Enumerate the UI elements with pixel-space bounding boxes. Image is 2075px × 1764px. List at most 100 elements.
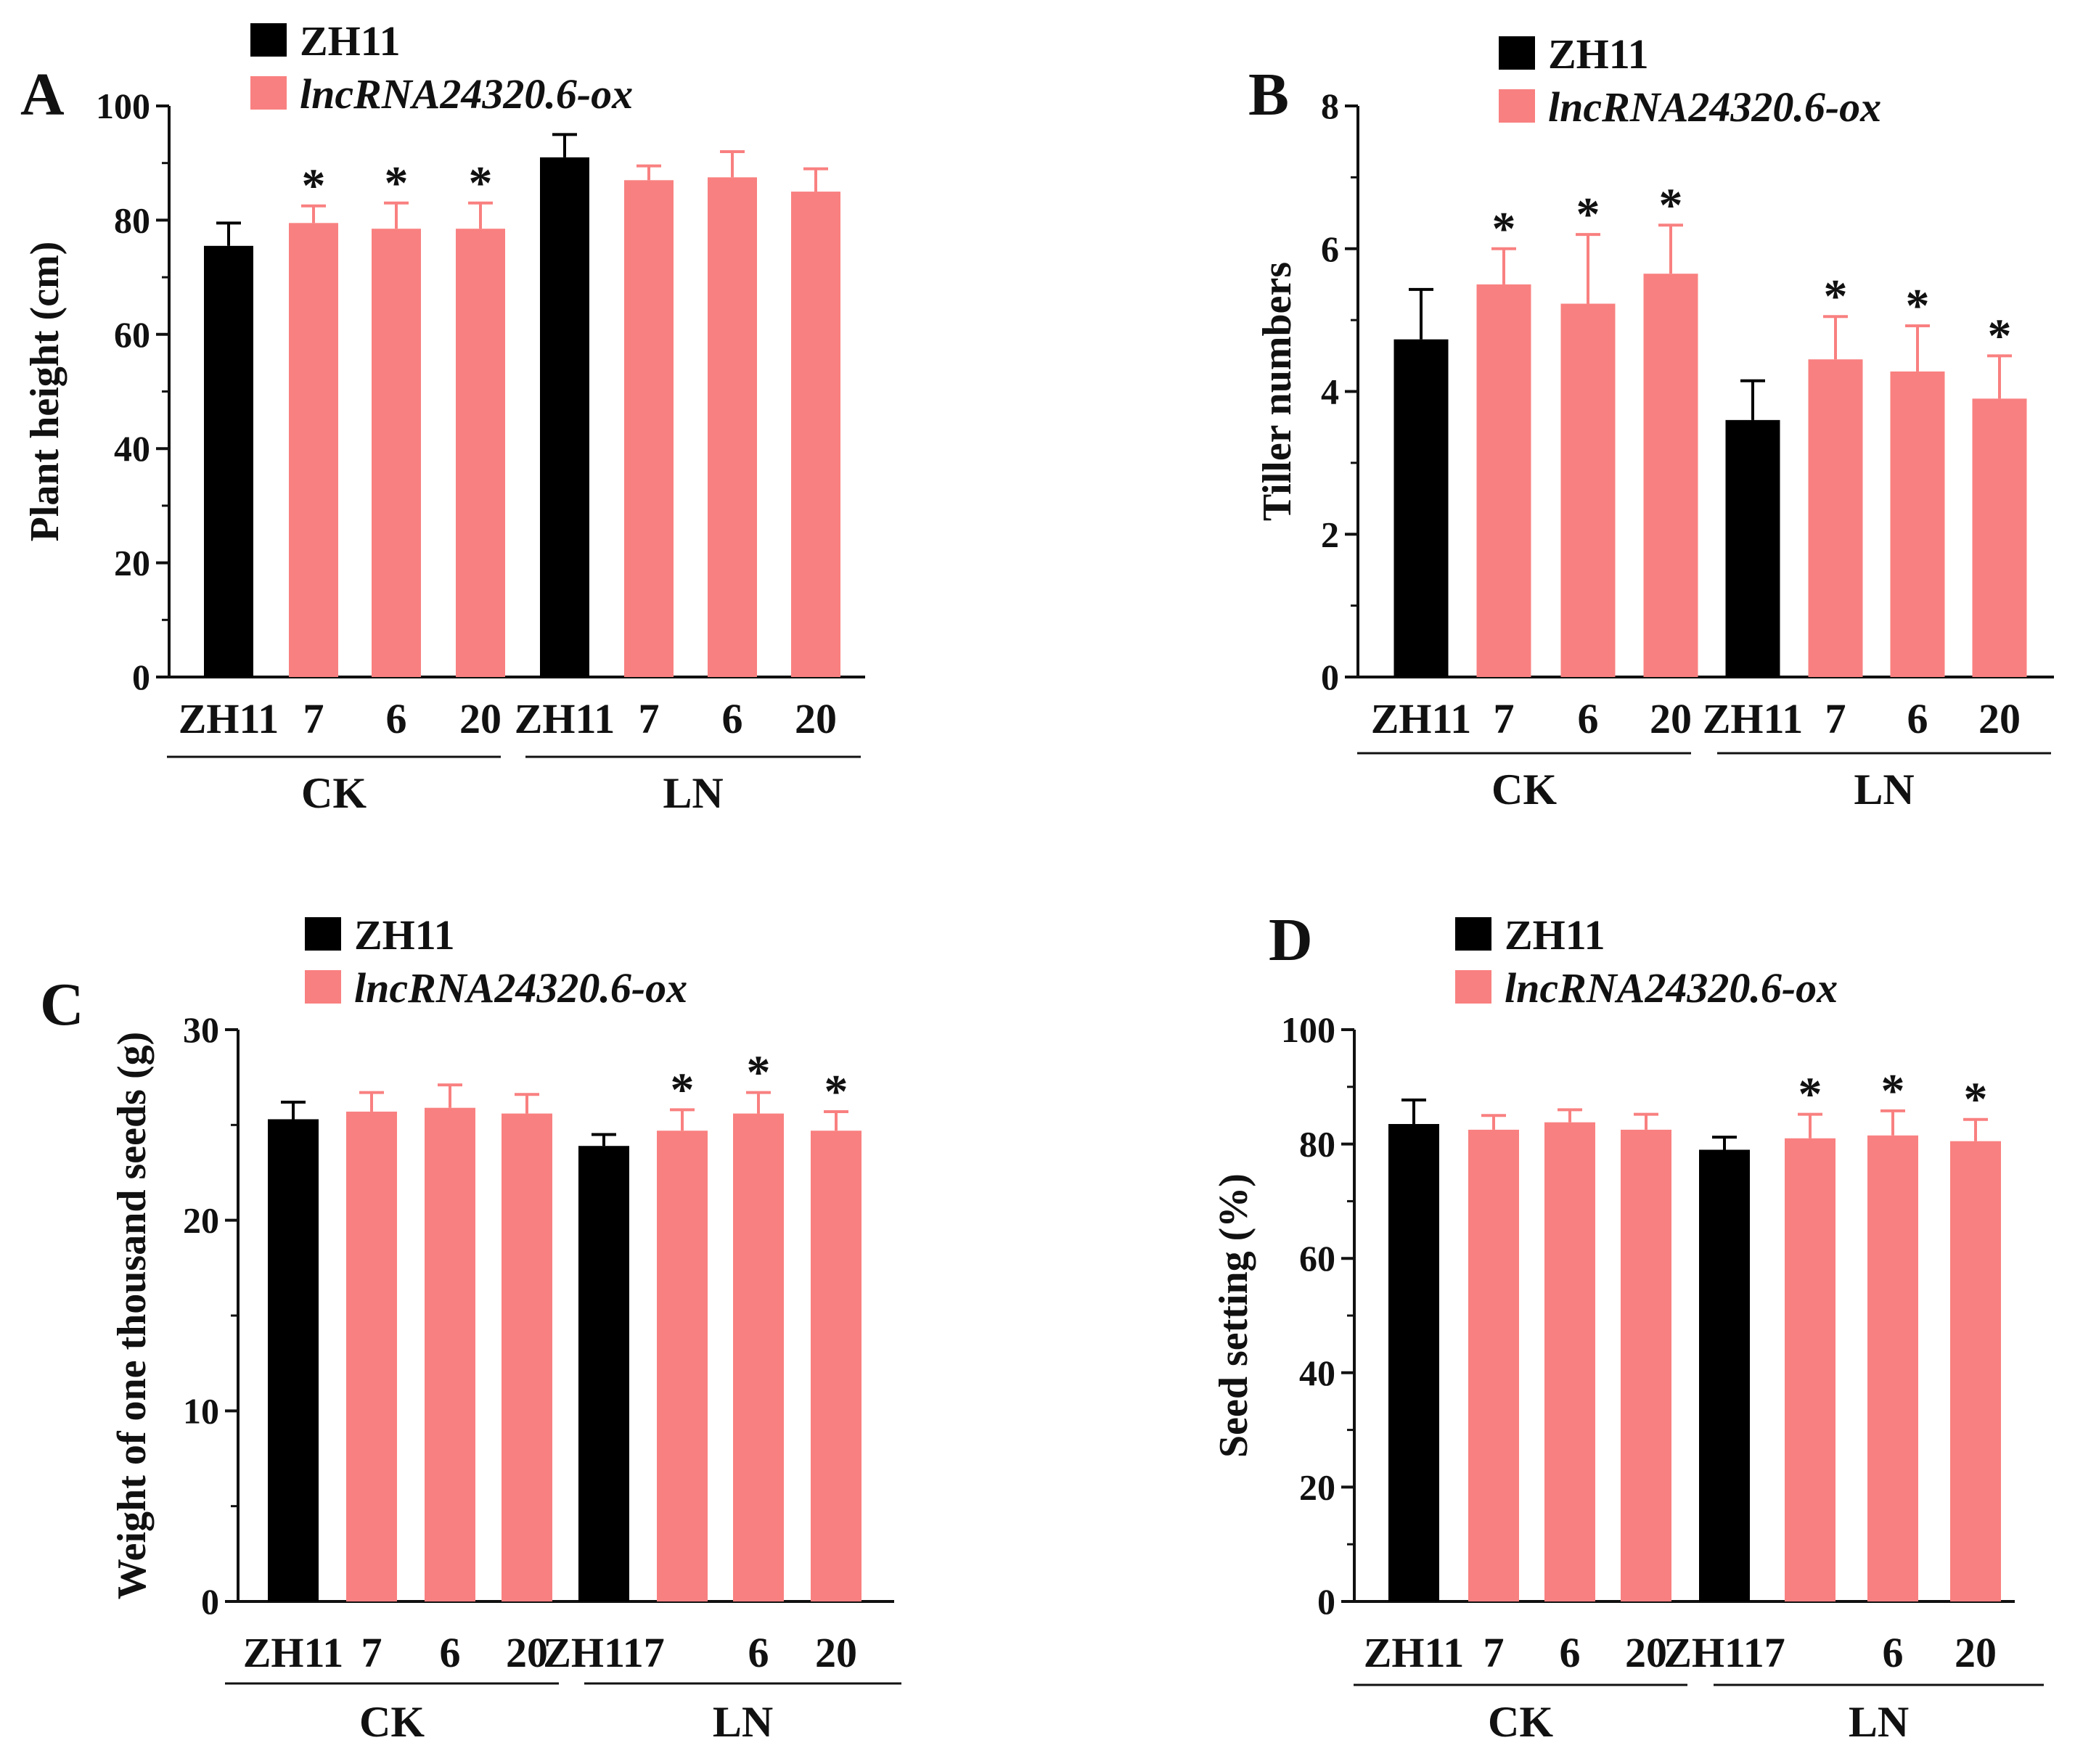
- bar: [1699, 1149, 1750, 1601]
- x-category-label: 6: [440, 1629, 461, 1676]
- y-axis-label: Weight of one thousand seeds (g): [110, 1032, 155, 1600]
- x-category-label: 6: [1907, 695, 1928, 742]
- x-category-label: 20: [1650, 695, 1692, 742]
- x-category-label: 20: [506, 1629, 548, 1676]
- x-category-label: 7: [639, 695, 660, 742]
- x-category-label: 6: [748, 1629, 769, 1676]
- y-axis-label: Plant height (cm): [22, 242, 67, 542]
- bar: [1393, 339, 1449, 677]
- y-tick-label: 2: [1321, 514, 1339, 554]
- group-label-ln: LN: [663, 769, 723, 817]
- x-category-label: 7: [361, 1629, 382, 1676]
- bar: [268, 1119, 319, 1601]
- y-tick-label: 100: [1281, 1009, 1335, 1050]
- bar: [791, 192, 840, 677]
- x-category-label: ZH11: [1364, 1629, 1465, 1676]
- significance-star: *: [1988, 309, 2012, 362]
- y-axis-label: Seed setting (%): [1211, 1173, 1256, 1458]
- bar: [1808, 359, 1863, 677]
- legend-label-zh11: ZH11: [1548, 30, 1649, 78]
- x-category-label: ZH11: [515, 695, 615, 742]
- bar: [657, 1131, 708, 1601]
- legend-label-ox: lncRNA24320.6-ox: [1505, 964, 1838, 1012]
- legend-swatch-ox: [250, 76, 287, 110]
- legend: ZH11 lncRNA24320.6-ox: [1455, 911, 1838, 1012]
- x-category-label: 7: [1825, 695, 1846, 742]
- x-category-label: ZH117: [1663, 1629, 1785, 1676]
- x-category-label: 20: [1955, 1629, 1997, 1676]
- y-tick-label: 20: [114, 543, 150, 583]
- y-tick-label: 0: [1317, 1581, 1335, 1622]
- legend: ZH11 lncRNA24320.6-ox: [305, 911, 687, 1012]
- x-category-label: ZH11: [1703, 695, 1804, 742]
- bar: [346, 1111, 397, 1601]
- x-category-label: 20: [459, 695, 502, 742]
- bar: [1544, 1122, 1595, 1601]
- bar: [372, 229, 421, 678]
- chart-panel-c: C ZH11 lncRNA24320.6-ox 0 10 20 30 Weight of on…: [40, 911, 901, 1746]
- significance-star: *: [302, 160, 326, 213]
- significance-star: *: [824, 1065, 848, 1118]
- y-tick-label: 40: [1299, 1353, 1335, 1393]
- significance-star: *: [469, 157, 493, 210]
- legend-label-zh11: ZH11: [354, 911, 455, 959]
- legend-label-zh11: ZH11: [1505, 911, 1605, 959]
- x-category-label: 7: [1483, 1629, 1505, 1676]
- legend-swatch-zh11: [250, 23, 287, 57]
- x-category-label: 7: [303, 695, 324, 742]
- y-tick-label: 20: [183, 1200, 219, 1241]
- bar: [540, 157, 589, 677]
- y-tick-label: 20: [1299, 1466, 1335, 1507]
- x-category-label: 6: [1560, 1629, 1581, 1676]
- group-label-ln: LN: [1854, 766, 1914, 813]
- y-tick-label: 30: [183, 1009, 219, 1050]
- y-tick-label: 80: [114, 200, 150, 240]
- group-label-ck: CK: [301, 769, 367, 817]
- x-category-label: 20: [795, 695, 837, 742]
- panel-letter: D: [1269, 906, 1313, 974]
- legend-label-ox: lncRNA24320.6-ox: [354, 964, 687, 1012]
- significance-star: *: [1906, 279, 1930, 332]
- significance-star: *: [1659, 179, 1683, 231]
- x-category-label: 20: [1978, 695, 2021, 742]
- significance-star: *: [1492, 202, 1516, 255]
- bar: [733, 1113, 784, 1601]
- y-tick-label: 10: [183, 1390, 219, 1431]
- y-tick-label: 8: [1321, 86, 1339, 126]
- significance-star: *: [1881, 1064, 1905, 1117]
- chart-panel-b: B ZH11 lncRNA24320.6-ox 0 2 4 6 8 Tiller numbers…: [1248, 30, 2054, 813]
- legend: ZH11 lncRNA24320.6-ox: [250, 17, 633, 118]
- group-label-ck: CK: [359, 1698, 425, 1746]
- y-axis-label: Tiller numbers: [1255, 262, 1300, 521]
- x-category-label: 6: [1578, 695, 1599, 742]
- legend: ZH11 lncRNA24320.6-ox: [1499, 30, 1881, 131]
- x-category-label: 6: [1883, 1629, 1904, 1676]
- y-tick-label: 4: [1321, 372, 1339, 412]
- bar: [1725, 419, 1780, 677]
- group-label-ln: LN: [713, 1698, 773, 1746]
- bar: [1972, 398, 2027, 677]
- bar: [1890, 371, 1945, 677]
- legend-swatch-zh11: [1499, 36, 1535, 70]
- group-label-ln: LN: [1849, 1698, 1909, 1746]
- bar: [456, 229, 505, 678]
- y-tick-label: 6: [1321, 229, 1339, 269]
- panel-letter: A: [20, 61, 65, 128]
- legend-swatch-ox: [1455, 970, 1491, 1004]
- legend-swatch-zh11: [305, 917, 341, 951]
- y-tick-label: 60: [114, 314, 150, 355]
- legend-swatch-ox: [305, 970, 341, 1004]
- significance-star: *: [671, 1063, 695, 1116]
- bar: [1643, 274, 1698, 677]
- bar: [204, 245, 253, 677]
- panel-letter: C: [40, 971, 84, 1038]
- y-tick-label: 0: [201, 1581, 219, 1622]
- bar: [1785, 1138, 1835, 1601]
- y-tick-label: 40: [114, 428, 150, 469]
- panel-letter: B: [1248, 61, 1289, 128]
- x-category-label: ZH11: [243, 1629, 344, 1676]
- y-tick-label: 100: [96, 86, 150, 126]
- bar: [578, 1146, 629, 1601]
- bar: [624, 180, 674, 677]
